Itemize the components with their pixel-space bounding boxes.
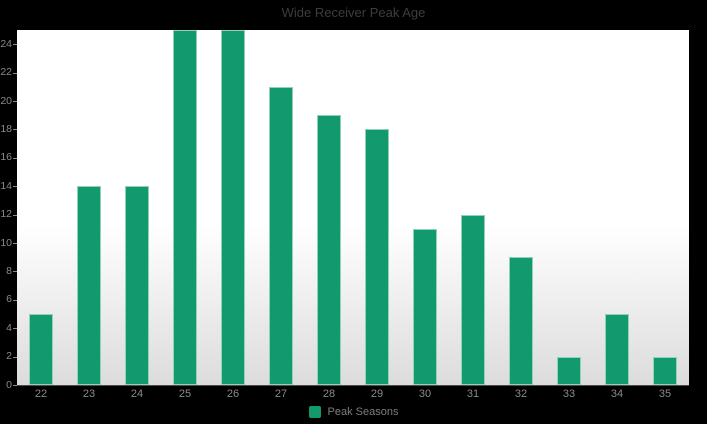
bar-26[interactable] <box>221 30 245 385</box>
y-axis-tick <box>13 44 17 46</box>
bar-31[interactable] <box>461 215 485 385</box>
y-axis-tick <box>13 101 17 102</box>
y-axis-tick <box>13 214 17 216</box>
x-axis-label-32: 32 <box>514 388 528 400</box>
y-axis-tick <box>13 356 17 358</box>
y-axis-tick <box>13 385 17 386</box>
y-axis-tick <box>13 129 17 131</box>
y-axis-label-0: 0 <box>6 378 12 391</box>
y-axis-tick <box>13 243 17 244</box>
x-axis-label-22: 22 <box>34 388 48 400</box>
bar-22[interactable] <box>29 314 53 385</box>
bar-35[interactable] <box>653 357 677 385</box>
bar-33[interactable] <box>557 357 581 385</box>
bar-24[interactable] <box>125 186 149 385</box>
y-axis-tick <box>13 72 17 74</box>
y-axis-label-8: 8 <box>6 264 12 277</box>
x-axis-label-24: 24 <box>130 388 144 400</box>
x-axis-label-23: 23 <box>82 388 96 400</box>
x-axis-label-33: 33 <box>562 388 576 400</box>
bar-28[interactable] <box>317 115 341 385</box>
x-axis-label-34: 34 <box>610 388 624 400</box>
x-axis-label-35: 35 <box>658 388 672 400</box>
legend-swatch-icon <box>308 406 321 418</box>
y-axis-label-18: 18 <box>0 122 12 135</box>
y-axis-label-6: 6 <box>6 293 12 306</box>
chart-title: Wide Receiver Peak Age <box>281 5 426 20</box>
x-axis-label-29: 29 <box>370 388 384 400</box>
y-axis-tick <box>13 186 17 188</box>
bar-32[interactable] <box>509 257 533 385</box>
x-axis-label-30: 30 <box>418 388 432 400</box>
y-axis-label-2: 2 <box>6 350 12 363</box>
bar-23[interactable] <box>77 186 101 385</box>
y-axis-label-24: 24 <box>0 37 12 50</box>
y-axis-label-12: 12 <box>0 208 12 221</box>
legend-label: Peak Seasons <box>327 406 399 418</box>
bar-30[interactable] <box>413 229 437 385</box>
y-axis-tick <box>13 157 17 159</box>
y-axis-label-4: 4 <box>6 321 12 334</box>
y-axis-label-20: 20 <box>0 94 12 107</box>
x-axis-label-27: 27 <box>274 388 288 400</box>
y-axis-tick <box>13 271 17 273</box>
x-axis-label-31: 31 <box>466 388 480 400</box>
x-axis-label-28: 28 <box>322 388 336 400</box>
y-axis-tick <box>13 328 17 330</box>
y-axis-tick <box>13 299 17 301</box>
plot-area <box>17 30 689 386</box>
y-axis-label-14: 14 <box>0 179 12 192</box>
y-axis-label-22: 22 <box>0 66 12 79</box>
bar-25[interactable] <box>173 30 197 385</box>
bar-34[interactable] <box>605 314 629 385</box>
legend-item[interactable]: Peak Seasons <box>0 404 707 420</box>
bar-27[interactable] <box>269 87 293 385</box>
bar-29[interactable] <box>365 129 389 385</box>
y-axis-label-10: 10 <box>0 236 12 249</box>
x-axis-label-25: 25 <box>178 388 192 400</box>
x-axis-label-26: 26 <box>226 388 240 400</box>
y-axis-label-16: 16 <box>0 151 12 164</box>
